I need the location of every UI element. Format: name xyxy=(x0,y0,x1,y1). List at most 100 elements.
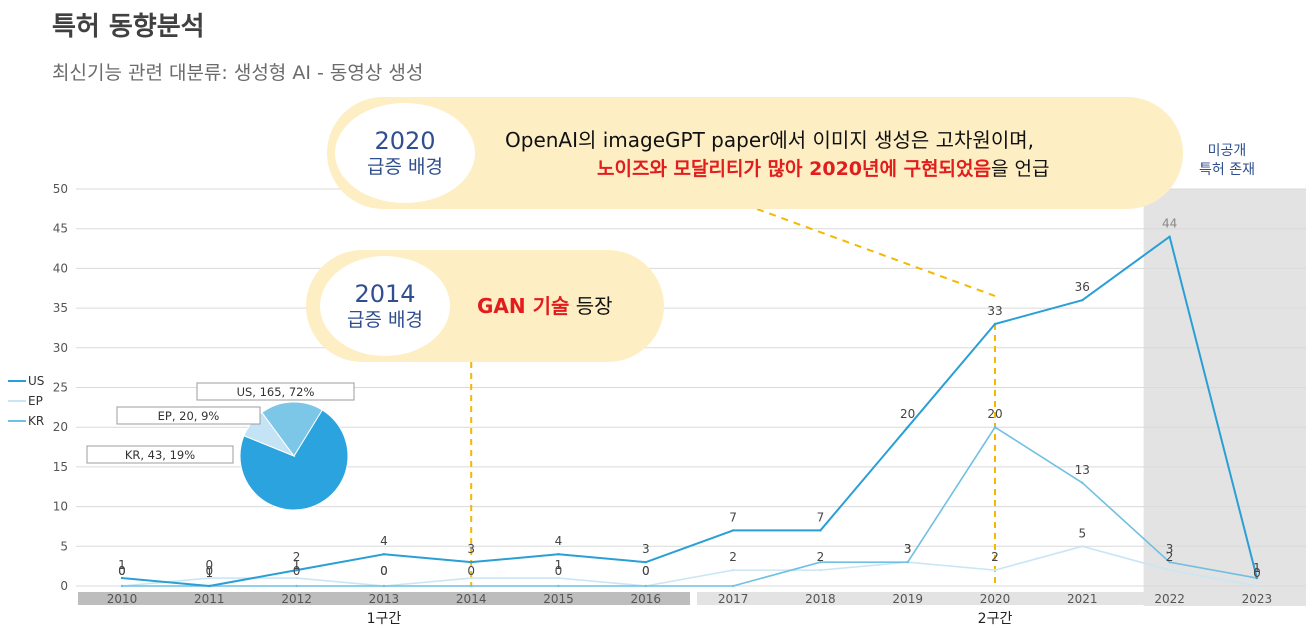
point-kr-2010 xyxy=(120,584,124,588)
data-label-us-2016: 3 xyxy=(642,542,650,556)
point-ep-2015 xyxy=(557,576,560,580)
x-tick-label-2014: 2014 xyxy=(456,592,487,606)
unpublished-note-line2: 특허 존재 xyxy=(1199,162,1255,178)
y-tick-label-15: 15 xyxy=(53,460,68,474)
data-label-kr-2021: 13 xyxy=(1075,463,1090,477)
point-us-2018 xyxy=(819,529,822,532)
data-label-us-2018: 7 xyxy=(817,510,825,524)
point-us-2021 xyxy=(1081,298,1084,302)
point-us-2011 xyxy=(208,584,211,588)
callout-2020-badge: 2020 급증 배경 xyxy=(335,103,475,203)
pie-slice-kr xyxy=(261,401,323,457)
y-tick-label-0: 0 xyxy=(60,579,68,593)
data-label-kr-2020: 20 xyxy=(987,407,1002,421)
page-title: 특허 동향분석 xyxy=(52,12,205,42)
callout-2014-highlight: GAN 기술 xyxy=(477,294,570,318)
legend-swatch-ep xyxy=(8,400,26,402)
data-label-us-2014: 3 xyxy=(467,542,475,556)
data-label-ep-2022: 2 xyxy=(1166,550,1174,564)
point-us-2016 xyxy=(644,560,647,564)
point-kr-2019 xyxy=(906,560,909,564)
data-label-us-2020: 33 xyxy=(987,304,1002,318)
point-us-2023 xyxy=(1255,576,1259,580)
pie-slice-us xyxy=(239,409,349,511)
pie-label-box-ep xyxy=(116,406,261,425)
data-label-ep-2013: 0 xyxy=(380,564,388,578)
data-label-ep-2016: 0 xyxy=(642,564,650,578)
legend-swatch-kr xyxy=(8,420,26,422)
legend-label-us: US xyxy=(28,374,45,388)
data-label-us-2017: 7 xyxy=(729,510,737,524)
point-ep-2022 xyxy=(1168,568,1171,572)
x-tick-label-2012: 2012 xyxy=(281,592,312,606)
callout-2020-line1: OpenAI의 imageGPT paper에서 이미지 생성은 고차원이며, xyxy=(505,128,1034,152)
data-label-us-2013: 4 xyxy=(380,534,388,548)
data-label-ep-2019: 3 xyxy=(904,542,912,556)
x-tick-label-2013: 2013 xyxy=(369,592,400,606)
data-label-ep-2012: 1 xyxy=(293,558,301,572)
data-label-kr-2011: 0 xyxy=(205,564,213,578)
data-label-ep-2015: 1 xyxy=(555,558,563,572)
y-tick-label-20: 20 xyxy=(53,420,68,434)
data-label-us-2011: 1 xyxy=(205,566,213,580)
point-ep-2017 xyxy=(731,568,735,572)
legend-item-us: US xyxy=(8,374,44,388)
callout-2020-rest: 을 언급 xyxy=(990,158,1050,180)
series-line-us xyxy=(121,235,1258,587)
point-ep-2020 xyxy=(993,568,997,572)
period-label-1: 1구간 xyxy=(367,611,402,627)
data-label-kr-2010: 0 xyxy=(118,564,126,578)
point-us-2020 xyxy=(993,322,997,326)
legend-item-kr: KR xyxy=(8,414,44,428)
data-label-kr-2013: 0 xyxy=(380,564,388,578)
point-ep-2023 xyxy=(1255,584,1259,588)
point-us-2015 xyxy=(557,553,560,556)
point-ep-2012 xyxy=(295,576,298,580)
point-kr-2021 xyxy=(1081,481,1084,484)
x-tick-label-2018: 2018 xyxy=(805,592,836,606)
unpublished-note-line1: 미공개 xyxy=(1207,143,1247,159)
point-kr-2012 xyxy=(295,584,298,588)
page-subtitle: 최신기능 관련 대분류: 생성형 AI - 동영상 생성 xyxy=(52,62,424,84)
data-label-us-2021: 36 xyxy=(1075,280,1090,294)
series-line-kr xyxy=(122,426,1258,587)
data-label-ep-2020: 2 xyxy=(991,550,999,564)
y-tick-label-40: 40 xyxy=(53,261,68,275)
data-label-kr-2019: 3 xyxy=(904,542,912,556)
data-label-us-2015: 4 xyxy=(555,534,563,548)
data-label-us-2022: 44 xyxy=(1162,217,1177,231)
point-us-2012 xyxy=(295,568,298,572)
callout-2020-highlight: 노이즈와 모달리티가 많아 2020년에 구현되었음 xyxy=(597,158,991,180)
data-label-ep-2023: 0 xyxy=(1253,566,1261,580)
data-label-ep-2017: 2 xyxy=(729,550,737,564)
series-line-ep xyxy=(121,545,1258,587)
data-label-kr-2014: 0 xyxy=(467,564,475,578)
point-us-2017 xyxy=(731,529,735,532)
x-tick-label-2017: 2017 xyxy=(718,592,749,606)
y-tick-label-5: 5 xyxy=(60,539,68,553)
pie-label-kr: KR, 43, 19% xyxy=(125,448,195,462)
point-ep-2018 xyxy=(819,568,822,572)
data-label-kr-2012: 0 xyxy=(293,564,301,578)
x-tick-label-2022: 2022 xyxy=(1154,592,1185,606)
legend-label-kr: KR xyxy=(28,414,45,428)
x-axis-band-2 xyxy=(697,592,1305,605)
point-us-2022 xyxy=(1168,235,1171,238)
x-tick-label-2023: 2023 xyxy=(1242,592,1273,606)
point-kr-2022 xyxy=(1168,560,1171,564)
data-label-us-2010: 1 xyxy=(118,558,126,572)
data-label-us-2023: 1 xyxy=(1253,561,1261,575)
x-tick-label-2019: 2019 xyxy=(892,592,923,606)
y-tick-label-10: 10 xyxy=(53,500,68,514)
legend-item-ep: EP xyxy=(8,394,43,408)
callout-2014-text: GAN 기술 등장 xyxy=(477,290,613,319)
point-us-2019 xyxy=(906,426,909,429)
point-us-2010 xyxy=(120,576,124,580)
data-label-kr-2015: 0 xyxy=(555,564,563,578)
point-kr-2018 xyxy=(819,560,822,564)
point-kr-2014 xyxy=(470,584,473,588)
unpublished-note: 미공개 특허 존재 xyxy=(1172,142,1282,180)
y-tick-label-25: 25 xyxy=(53,381,68,395)
callout-2014-rest: 등장 xyxy=(569,294,613,318)
shaded-unpublished-region xyxy=(1143,189,1306,606)
